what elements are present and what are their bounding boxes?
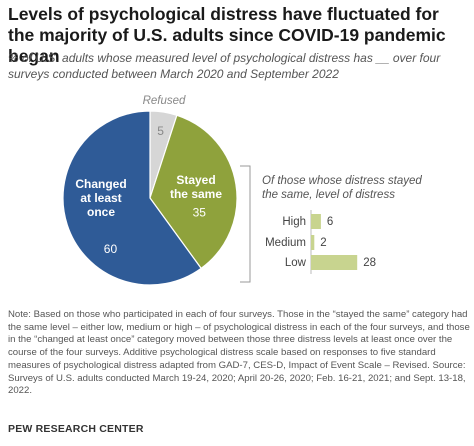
bar-chart-title: Of those whose distress stayed <box>262 175 422 187</box>
pie-label-changed-at-least-once: at least <box>80 191 121 205</box>
note-text: Note: Based on those who participated in… <box>8 309 470 371</box>
pie-slice-changed-at-least-once <box>62 110 202 286</box>
pie-slice-stayed-the-same <box>149 114 238 270</box>
pie-label-changed-at-least-once: Changed <box>75 177 126 191</box>
pie-label-stayed-the-same: Stayed <box>176 173 215 187</box>
bar-value-high: 6 <box>327 216 333 228</box>
pie-value-changed-at-least-once: 60 <box>104 242 118 256</box>
bar-medium <box>311 235 315 250</box>
bar-category-low: Low <box>285 257 307 269</box>
chart-title: Levels of psychological distress have fl… <box>8 4 446 66</box>
bar-value-low: 28 <box>363 257 376 269</box>
chart-note: Note: Based on those who participated in… <box>8 309 470 398</box>
pie-value-refused: 5 <box>157 124 164 138</box>
pie-label-changed-at-least-once: once <box>87 205 115 219</box>
bar-high <box>311 214 321 229</box>
source-text: Source: Surveys of U.S. adults conducted… <box>8 359 466 397</box>
chart-subtitle: % of U.S. adults whose measured level of… <box>8 51 441 81</box>
bar-category-medium: Medium <box>265 237 306 249</box>
bracket-connector <box>240 165 251 283</box>
bar-category-high: High <box>282 216 306 228</box>
bar-value-medium: 2 <box>320 237 326 249</box>
pie-label-stayed-the-same: the same <box>170 187 222 201</box>
pie-label-refused: Refused <box>143 95 186 107</box>
bar-chart-title: the same, level of distress <box>262 189 395 201</box>
pie-value-stayed-the-same: 35 <box>193 206 207 220</box>
bar-low <box>311 255 358 270</box>
organization-name: PEW RESEARCH CENTER <box>8 423 144 435</box>
